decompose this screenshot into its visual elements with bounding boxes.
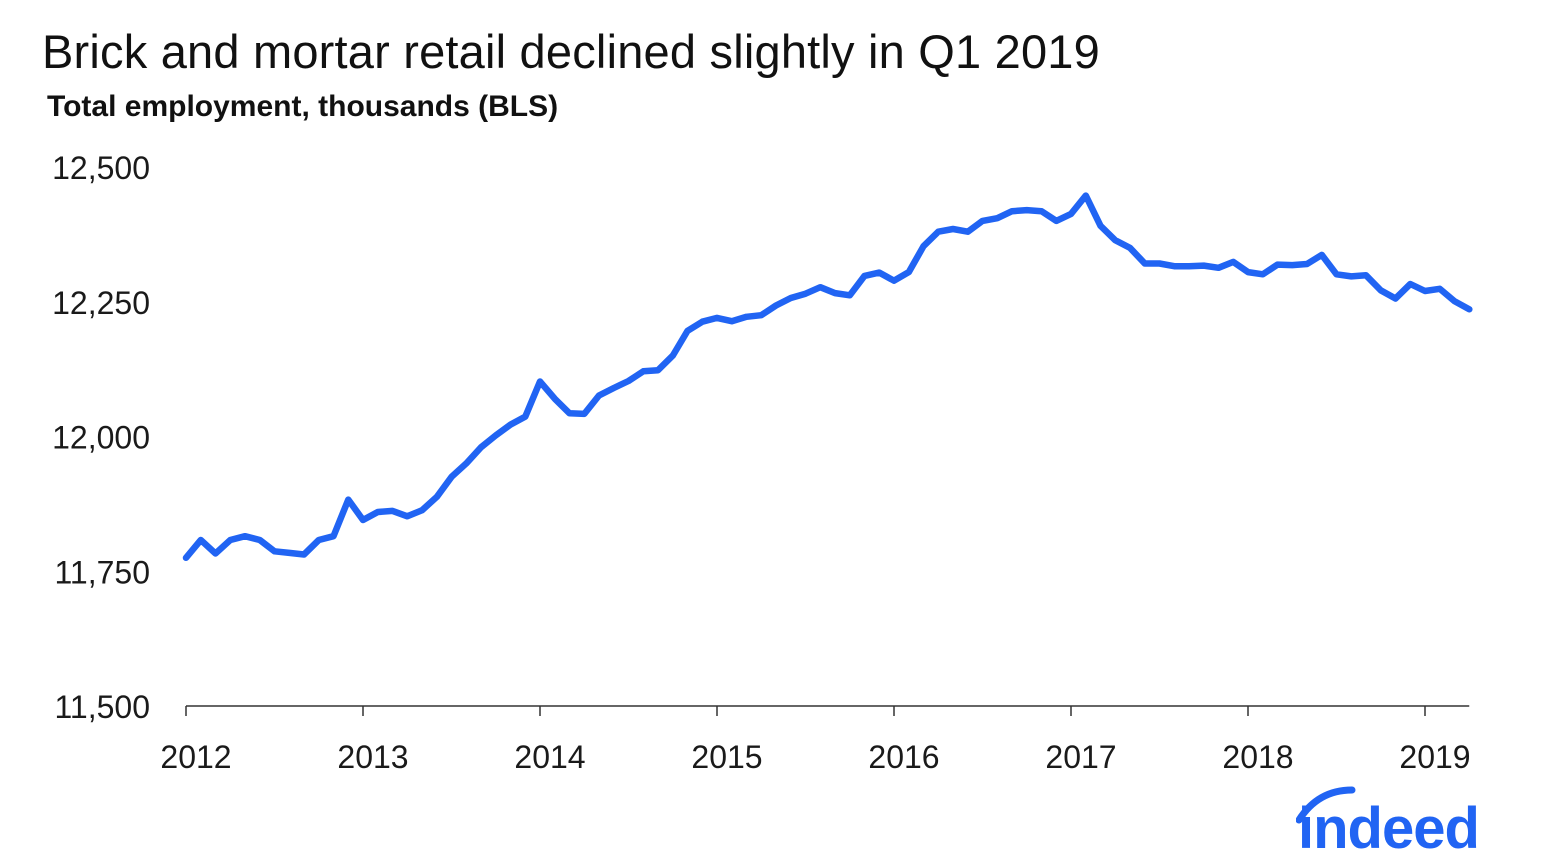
- y-tick-label: 11,500: [55, 689, 151, 725]
- x-tick-label: 2017: [1045, 739, 1116, 775]
- series-line: [182, 192, 1473, 562]
- y-tick-label: 11,750: [55, 554, 151, 590]
- chart-subtitle: Total employment, thousands (BLS): [47, 90, 559, 123]
- chart-title: Brick and mortar retail declined slightl…: [42, 25, 1100, 78]
- x-tick-label: 2016: [868, 739, 939, 775]
- logo-wordmark: indeed: [1298, 796, 1479, 856]
- y-tick-label: 12,250: [52, 285, 150, 321]
- y-tick-label: 12,000: [52, 420, 150, 456]
- x-tick-label: 2015: [691, 739, 762, 775]
- x-tick-label: 2018: [1222, 739, 1293, 775]
- x-tick-label: 2012: [160, 739, 231, 775]
- x-tick-label: 2019: [1399, 739, 1470, 775]
- x-tick-label: 2013: [337, 739, 408, 775]
- x-tick-label: 2014: [514, 739, 585, 775]
- series-layer: [182, 192, 1473, 562]
- logo-arc-icon: [1296, 786, 1356, 824]
- y-axis-labels: 11,500 11,750 12,000 12,250 12,500: [52, 150, 150, 725]
- x-axis: 2012 2013 2014 2015 2016 2017 2018 2019: [160, 705, 1471, 775]
- indeed-logo: indeed: [1296, 786, 1480, 856]
- y-tick-label: 12,500: [52, 150, 150, 186]
